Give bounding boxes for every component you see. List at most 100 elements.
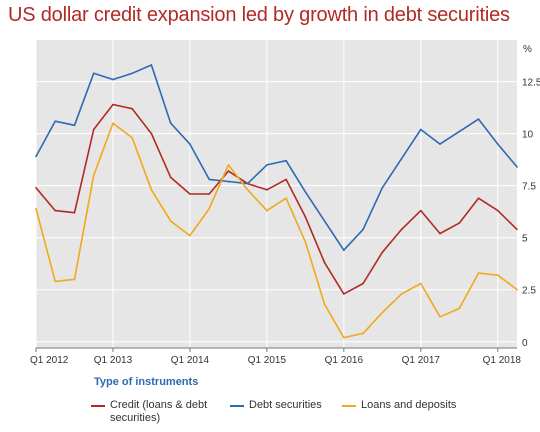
y-unit-label: % bbox=[523, 44, 532, 55]
data-point-credit bbox=[420, 209, 422, 212]
data-point-credit bbox=[323, 261, 326, 264]
data-point-credit bbox=[227, 170, 230, 172]
data-point-loans-deposits bbox=[439, 315, 441, 318]
data-point-loans-deposits bbox=[458, 307, 461, 310]
data-point-debt-securities bbox=[266, 164, 268, 166]
data-point-credit bbox=[112, 103, 114, 106]
data-point-credit bbox=[92, 128, 95, 131]
data-point-loans-deposits bbox=[131, 137, 133, 139]
x-tick-label: Q1 2015 bbox=[248, 355, 287, 366]
data-point-debt-securities bbox=[112, 78, 114, 81]
legend-item-loans-deposits: Loans and deposits bbox=[342, 399, 456, 412]
y-tick-label: 2.5 bbox=[522, 286, 536, 297]
legend-label-debt-securities: Debt securities bbox=[249, 399, 322, 411]
plot-area bbox=[36, 40, 517, 348]
data-point-credit bbox=[400, 228, 403, 231]
data-point-debt-securities bbox=[189, 143, 191, 145]
x-tick-label: Q1 2012 bbox=[30, 355, 69, 366]
data-point-loans-deposits bbox=[381, 311, 384, 314]
data-point-loans-deposits bbox=[227, 164, 230, 166]
data-point-credit bbox=[150, 132, 153, 135]
data-point-loans-deposits bbox=[54, 280, 57, 283]
data-point-credit bbox=[189, 193, 191, 195]
data-point-credit bbox=[477, 197, 480, 199]
data-point-loans-deposits bbox=[304, 241, 307, 243]
data-point-debt-securities bbox=[150, 64, 153, 66]
data-point-credit bbox=[304, 216, 307, 218]
legend-label-loans-deposits: Loans and deposits bbox=[361, 399, 457, 411]
data-point-loans-deposits bbox=[400, 293, 403, 295]
data-point-loans-deposits bbox=[169, 220, 172, 222]
data-point-debt-securities bbox=[285, 159, 287, 162]
data-point-credit bbox=[54, 209, 57, 212]
x-tick-label: Q1 2017 bbox=[402, 355, 441, 366]
data-point-loans-deposits bbox=[362, 332, 364, 335]
data-point-debt-securities bbox=[496, 143, 499, 145]
data-point-credit bbox=[285, 178, 287, 181]
data-point-loans-deposits bbox=[73, 278, 76, 281]
grid-lines bbox=[35, 40, 517, 348]
data-point-debt-securities bbox=[323, 220, 326, 222]
data-point-credit bbox=[343, 293, 345, 295]
data-point-debt-securities bbox=[420, 128, 422, 131]
x-tick-label: Q1 2016 bbox=[325, 355, 364, 366]
data-point-debt-securities bbox=[400, 157, 403, 160]
data-point-debt-securities bbox=[439, 143, 441, 145]
data-point-loans-deposits bbox=[343, 336, 345, 339]
data-point-debt-securities bbox=[246, 182, 249, 185]
axes: Q1 2012 Q1 2013 Q1 2014 Q1 2015 Q1 2016 Q1 20… bbox=[30, 78, 540, 366]
data-point-credit bbox=[208, 193, 210, 195]
y-tick-label: 0 bbox=[522, 338, 528, 349]
data-point-credit bbox=[362, 282, 364, 285]
data-point-loans-deposits bbox=[35, 207, 37, 210]
data-point-loans-deposits bbox=[246, 189, 249, 191]
data-point-credit bbox=[516, 228, 518, 231]
data-point-debt-securities bbox=[381, 186, 384, 189]
chart-title: US dollar credit expansion led by growth… bbox=[8, 4, 510, 26]
series-line-loans-deposits bbox=[35, 122, 518, 339]
data-point-loans-deposits bbox=[477, 272, 480, 274]
data-point-loans-deposits bbox=[150, 189, 153, 191]
data-point-credit bbox=[381, 251, 384, 254]
y-tick-label: 10 bbox=[522, 130, 534, 141]
y-tick-label: 12.5 bbox=[522, 78, 540, 89]
data-point-debt-securities bbox=[343, 249, 345, 251]
series-lines bbox=[35, 64, 518, 339]
series-line-credit bbox=[35, 103, 518, 295]
data-point-credit bbox=[35, 186, 37, 189]
y-tick-label: 7.5 bbox=[522, 182, 536, 193]
data-point-credit bbox=[169, 176, 172, 179]
data-point-debt-securities bbox=[227, 180, 230, 183]
data-point-loans-deposits bbox=[420, 282, 422, 285]
data-point-debt-securities bbox=[73, 124, 76, 127]
data-point-loans-deposits bbox=[208, 207, 210, 210]
data-point-loans-deposits bbox=[285, 197, 287, 199]
data-point-credit bbox=[439, 232, 441, 235]
data-point-debt-securities bbox=[362, 228, 364, 231]
legend-swatch-loans-deposits bbox=[342, 405, 356, 407]
legend-item-debt-securities: Debt securities bbox=[230, 399, 322, 412]
data-point-loans-deposits bbox=[516, 288, 518, 291]
legend-swatch-credit bbox=[91, 405, 105, 407]
x-tick-label: Q1 2014 bbox=[171, 355, 210, 366]
x-tick-label: Q1 2018 bbox=[483, 355, 522, 366]
data-point-loans-deposits bbox=[112, 122, 114, 125]
data-point-credit bbox=[496, 209, 499, 212]
data-point-debt-securities bbox=[477, 118, 480, 120]
data-point-debt-securities bbox=[54, 120, 57, 122]
data-point-loans-deposits bbox=[92, 174, 95, 177]
data-point-loans-deposits bbox=[189, 234, 191, 237]
legend-swatch-debt-securities bbox=[230, 405, 244, 407]
data-point-loans-deposits bbox=[323, 303, 326, 306]
legend-item-credit: Credit (loans & debt securities) bbox=[91, 399, 231, 425]
data-point-loans-deposits bbox=[496, 274, 499, 276]
data-point-debt-securities bbox=[208, 178, 210, 181]
legend-label-credit: Credit (loans & debt securities) bbox=[110, 399, 208, 424]
series-line-debt-securities bbox=[35, 64, 518, 251]
data-point-debt-securities bbox=[92, 72, 95, 75]
data-point-credit bbox=[131, 107, 133, 110]
data-point-credit bbox=[266, 189, 268, 191]
data-point-debt-securities bbox=[169, 122, 172, 125]
x-tick-label: Q1 2013 bbox=[94, 355, 133, 366]
